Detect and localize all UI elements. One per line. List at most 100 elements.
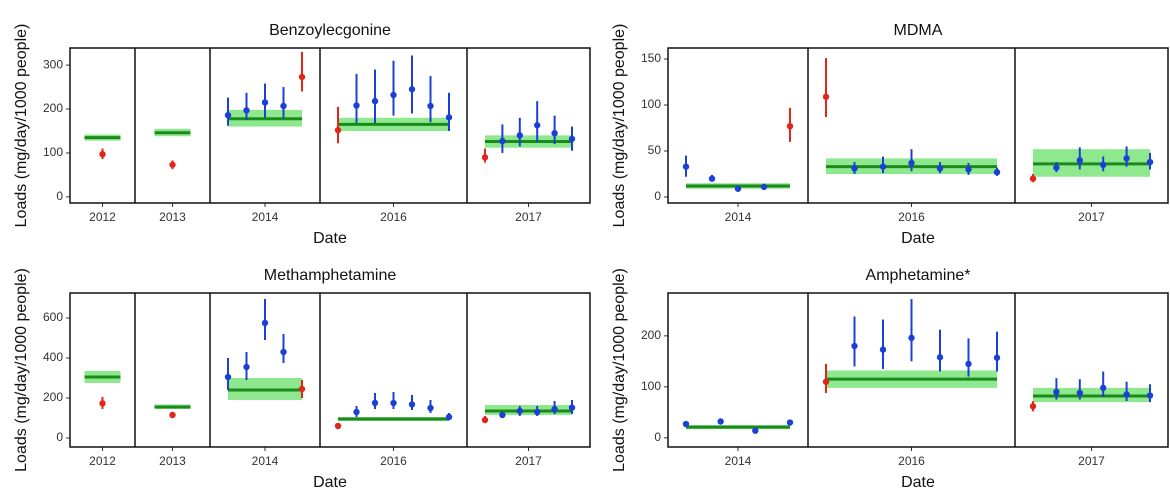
x-tick-label: 2012 (89, 454, 116, 468)
point (993, 168, 1001, 176)
point (682, 163, 690, 170)
x-tick-label: 2013 (159, 454, 186, 468)
point (551, 405, 558, 413)
point (224, 373, 232, 381)
point (1053, 164, 1060, 171)
x-tick-label: 2016 (380, 210, 407, 224)
y-axis-title: Loads (mg/day/1000 people) (611, 24, 628, 228)
x-tick-label: 2016 (898, 454, 925, 468)
point (261, 319, 269, 327)
point (760, 183, 768, 191)
point (851, 165, 858, 172)
x-tick-label: 2014 (725, 210, 752, 224)
point (568, 135, 576, 143)
point (243, 363, 250, 371)
point (408, 86, 416, 93)
point (1029, 403, 1037, 410)
point (568, 404, 576, 411)
y-tick-label: 600 (43, 310, 63, 324)
x-tick-label: 2017 (1078, 210, 1105, 224)
y-tick-label: 150 (641, 51, 661, 65)
point (908, 159, 915, 167)
point (353, 102, 360, 109)
point (298, 385, 306, 393)
point (99, 400, 106, 407)
y-tick-label: 0 (56, 430, 63, 444)
x-tick-label: 2016 (380, 454, 407, 468)
point (261, 99, 269, 106)
x-axis-title: Date (313, 230, 347, 247)
x-tick-label: 2017 (515, 210, 542, 224)
x-axis-title: Date (901, 230, 935, 247)
x-tick-label: 2013 (159, 210, 186, 224)
panel-border (667, 47, 1169, 204)
x-tick-label: 2017 (515, 454, 542, 468)
point (1076, 389, 1084, 397)
point (534, 122, 541, 129)
point (1146, 158, 1154, 166)
point (334, 126, 342, 134)
y-tick-label: 400 (43, 350, 63, 364)
point (353, 408, 360, 416)
y-tick-label: 100 (641, 379, 661, 393)
point (169, 411, 176, 419)
y-axis-title: Loads (mg/day/1000 people) (611, 268, 628, 472)
y-axis-title: Loads (mg/day/1000 people) (13, 24, 30, 228)
point (936, 165, 944, 172)
point (993, 354, 1001, 361)
x-axis-title: Date (313, 474, 347, 488)
panel-border (69, 292, 591, 448)
y-tick-label: 100 (641, 97, 661, 111)
y-tick-label: 300 (43, 57, 63, 71)
panel-title: Methamphetamine (264, 267, 397, 284)
point (717, 418, 724, 425)
y-axis-title: Loads (mg/day/1000 people) (13, 268, 30, 472)
point (752, 427, 759, 434)
point (99, 151, 106, 158)
panel-border (667, 292, 1169, 448)
point (427, 404, 434, 412)
point (879, 346, 887, 353)
x-tick-label: 2014 (252, 210, 279, 224)
y-tick-label: 200 (641, 328, 661, 342)
point (499, 137, 506, 145)
point (1123, 391, 1130, 398)
point (427, 102, 434, 110)
point (708, 175, 716, 182)
point (334, 422, 342, 430)
point (1100, 384, 1107, 392)
point (445, 413, 453, 421)
x-tick-label: 2017 (1078, 454, 1105, 468)
panel-title: MDMA (894, 22, 943, 39)
point (298, 73, 306, 81)
point (908, 334, 915, 342)
x-tick-label: 2016 (898, 210, 925, 224)
point (1029, 175, 1037, 182)
point (408, 401, 416, 408)
panel: Amphetamine* Date Loads (mg/day/1000 peopl… (611, 267, 1169, 488)
point (280, 348, 287, 356)
x-tick-label: 2014 (252, 454, 279, 468)
point (1053, 388, 1060, 396)
point (516, 132, 523, 139)
y-tick-label: 0 (654, 430, 661, 444)
point (516, 407, 523, 415)
point (1076, 157, 1084, 164)
point (965, 360, 972, 368)
panel: Methamphetamine Date Loads (mg/day/1000 pe… (13, 267, 591, 488)
point (1146, 392, 1154, 399)
point (534, 408, 541, 416)
panel: Benzoylecgonine Date Loads (mg/day/1000 pe… (13, 22, 591, 247)
panel: MDMA Date Loads (mg/day/1000 people) 0 50 100… (611, 22, 1169, 247)
panel-title: Amphetamine* (866, 267, 971, 284)
point (1100, 161, 1107, 169)
point (682, 420, 690, 428)
point (445, 114, 453, 121)
point (499, 411, 506, 419)
panel-title: Benzoylecgonine (269, 22, 391, 39)
y-tick-label: 200 (43, 101, 63, 115)
y-tick-label: 50 (648, 143, 662, 157)
point (734, 185, 742, 192)
panel-border (69, 47, 591, 204)
